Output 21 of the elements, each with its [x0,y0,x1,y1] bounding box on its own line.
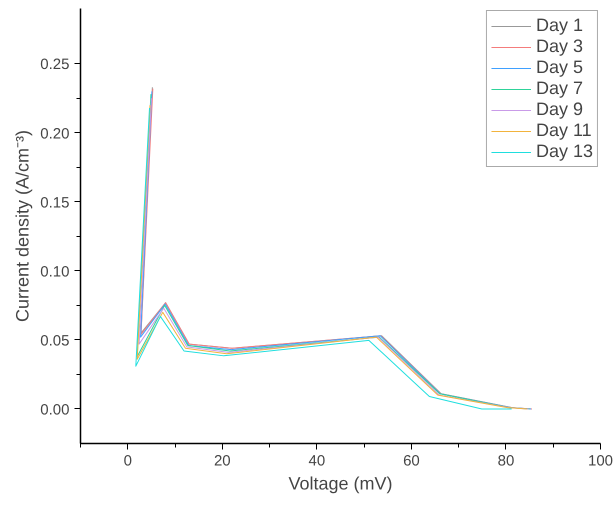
x-axis-title: Voltage (mV) [288,474,393,494]
y-tick-label: 0.25 [40,56,70,74]
y-tick-label: 0.05 [40,332,70,350]
legend-label: Day 7 [536,78,583,99]
legend-label: Day 9 [536,99,583,120]
x-tick-label: 0 [124,452,132,470]
x-tick-label: 100 [588,452,614,470]
x-tick-label: 60 [403,452,420,470]
y-tick-label: 0.15 [40,194,70,212]
legend-label: Day 5 [536,57,583,78]
x-tick-label: 40 [308,452,326,470]
y-tick-label: 0.00 [40,401,70,418]
legend-label: Day 3 [536,36,583,57]
y-tick-label: 0.10 [40,263,70,280]
x-tick-label: 80 [498,452,514,470]
y-axis-title: Current density (A/cm⁻³) [12,130,32,322]
legend-label: Day 1 [536,15,583,36]
legend-label: Day 11 [536,120,592,141]
legend-label: Day 13 [536,141,593,162]
y-tick-label: 0.20 [40,125,70,142]
x-tick-label: 20 [214,452,231,470]
